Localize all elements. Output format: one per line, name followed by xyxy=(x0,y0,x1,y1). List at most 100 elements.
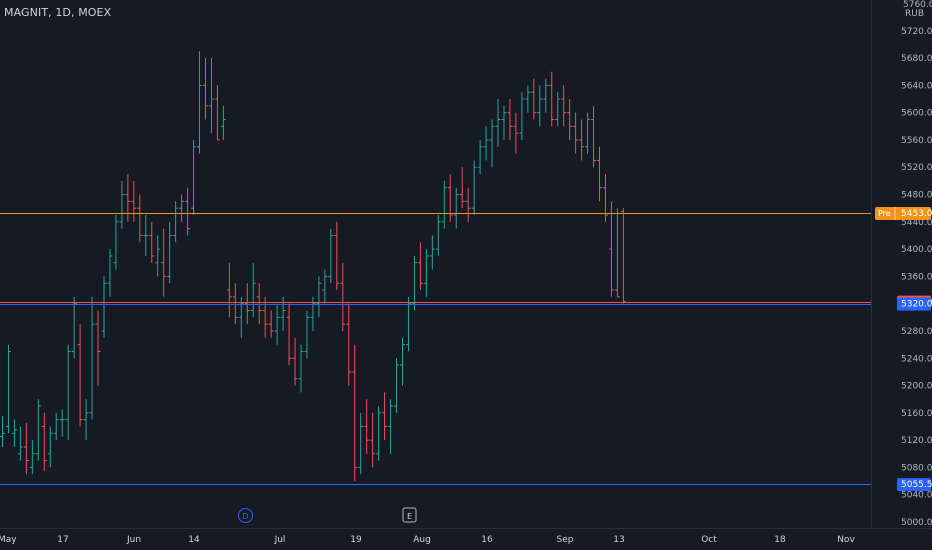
ohlc-bar xyxy=(95,310,101,386)
pre-market-level-badge-tag: Pre xyxy=(878,209,891,218)
price-axis[interactable] xyxy=(872,0,932,550)
ohlc-bar xyxy=(191,139,197,215)
ohlc-bar xyxy=(507,99,513,140)
ohlc-bar xyxy=(101,276,107,338)
price-tick-label: 5400.0 xyxy=(901,245,932,255)
ohlc-bar xyxy=(298,344,304,393)
ohlc-bar xyxy=(591,105,597,168)
ohlc-bar xyxy=(65,344,71,441)
ohlc-bar xyxy=(161,228,167,297)
ohlc-bar xyxy=(334,221,340,291)
ohlc-bar xyxy=(501,105,507,140)
ohlc-bar xyxy=(579,119,585,161)
ohlc-bar xyxy=(23,423,29,475)
ohlc-bar xyxy=(286,303,292,366)
ohlc-bar xyxy=(394,358,400,413)
ohlc-bar xyxy=(322,269,328,304)
ohlc-bar xyxy=(567,99,573,140)
ohlc-bar xyxy=(179,194,185,222)
ohlc-bar xyxy=(107,249,113,297)
ohlc-bar xyxy=(238,296,244,338)
ohlc-bar xyxy=(35,399,41,461)
ohlc-bar xyxy=(89,296,95,420)
ohlc-bar xyxy=(292,337,298,386)
pre-market-level-badge xyxy=(875,206,931,220)
earnings-marker-icon[interactable] xyxy=(402,507,417,523)
ohlc-bar xyxy=(405,296,411,352)
price-tick-label: 5520.0 xyxy=(901,163,932,173)
ohlc-bar xyxy=(376,406,382,461)
ohlc-bar xyxy=(316,276,322,318)
ohlc-bar xyxy=(352,344,358,482)
ohlc-bar xyxy=(489,119,495,168)
earnings-marker-label: E xyxy=(407,512,412,521)
time-axis-label: 14 xyxy=(188,535,200,545)
ohlc-bar xyxy=(29,440,35,475)
time-axis-label: Jun xyxy=(126,535,141,545)
price-tick-label: 5240.0 xyxy=(901,354,932,364)
ohlc-bar xyxy=(573,112,579,154)
time-axis-label: 13 xyxy=(613,535,624,545)
ohlc-bar xyxy=(382,392,388,441)
ohlc-bar xyxy=(399,337,405,386)
ohlc-bar xyxy=(202,58,208,120)
blue-level-upper-badge xyxy=(897,297,931,311)
price-tick-label: 5040.0 xyxy=(901,491,932,501)
ohlc-bar xyxy=(453,187,459,229)
price-tick-label: 5600.0 xyxy=(901,109,932,119)
time-axis-label: Jul xyxy=(274,535,286,545)
ohlc-bar xyxy=(17,426,23,461)
pre-market-level-badge-value: 5453.0 xyxy=(901,209,932,219)
blue-level-lower-badge-value: 5055.5 xyxy=(901,480,932,490)
ohlc-bar xyxy=(173,201,179,243)
dividend-marker-label: D xyxy=(242,512,248,521)
ohlc-bar xyxy=(167,221,173,284)
ohlc-bar xyxy=(585,112,591,154)
price-tick-label: 5360.0 xyxy=(901,272,932,282)
ohlc-bar xyxy=(250,262,256,318)
price-tick-label: 5120.0 xyxy=(901,436,932,446)
ohlc-bar xyxy=(77,324,83,427)
ohlc-bar xyxy=(244,283,250,325)
ohlc-bar xyxy=(113,214,119,270)
price-tick-label: 5160.0 xyxy=(901,409,932,419)
ohlc-bar xyxy=(429,235,435,270)
ohlc-bar xyxy=(417,242,423,291)
ohlc-bar xyxy=(268,310,274,338)
blue-level-upper-badge-value: 5320.0 xyxy=(901,300,932,310)
ohlc-bar xyxy=(226,262,232,318)
ohlc-bar xyxy=(346,303,352,386)
price-tick-label: 5720.0 xyxy=(901,27,932,37)
ohlc-bar xyxy=(131,180,137,222)
price-tick-label: 5440.0 xyxy=(901,218,932,228)
blue-level-lower-badge xyxy=(897,478,931,492)
time-axis-label: May xyxy=(0,535,17,545)
ohlc-bar xyxy=(513,112,519,154)
ohlc-bar xyxy=(256,283,262,325)
price-tick-label: 5080.0 xyxy=(901,463,932,473)
time-axis-label: Oct xyxy=(701,535,717,545)
price-tick-label: 5000.0 xyxy=(901,518,932,528)
ohlc-bar xyxy=(483,126,489,161)
ohlc-bar xyxy=(53,412,59,441)
time-axis-label: 19 xyxy=(350,535,362,545)
ohlc-bar xyxy=(608,201,614,297)
ohlc-bar xyxy=(0,416,5,447)
ohlc-bar xyxy=(208,58,214,134)
ohlc-bar xyxy=(525,85,531,113)
currency-label: RUB xyxy=(905,9,924,19)
dividend-marker-icon[interactable] xyxy=(238,508,253,523)
price-axis-top-label: 5760.0 xyxy=(903,0,932,10)
price-tick-label: 5280.0 xyxy=(901,327,932,337)
ohlc-bar xyxy=(549,71,555,127)
time-axis-label: 18 xyxy=(774,535,786,545)
ohlc-bar xyxy=(137,194,143,243)
time-axis-label: Nov xyxy=(837,535,855,545)
ohlc-bar xyxy=(411,255,417,311)
ohlc-bar xyxy=(555,92,561,127)
ohlc-bar xyxy=(477,139,483,175)
ohlc-bar xyxy=(370,412,376,468)
